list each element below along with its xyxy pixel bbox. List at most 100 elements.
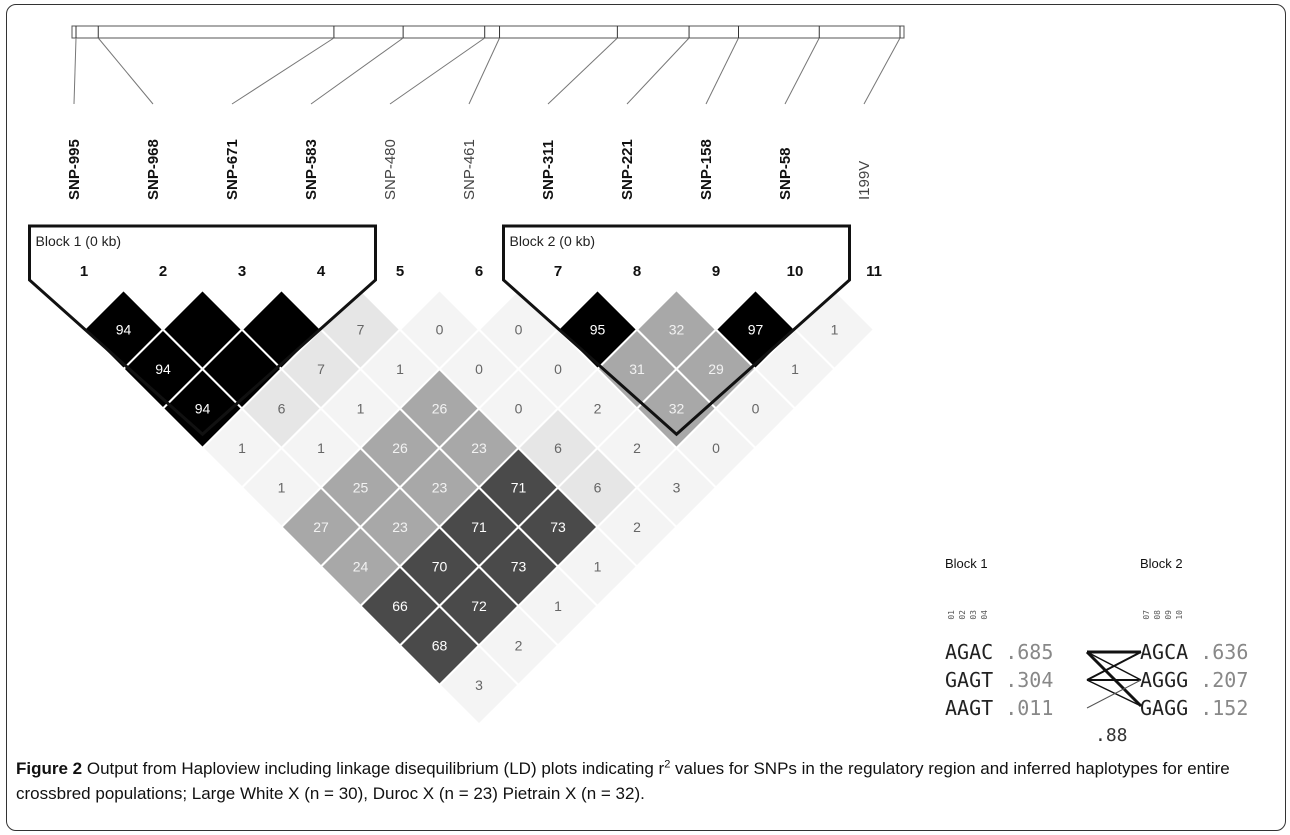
caption-label: Figure 2 [16, 759, 83, 778]
ld-cell-value: 0 [752, 401, 760, 417]
marker-number: 7 [554, 263, 562, 280]
snp-label: I199V [856, 161, 873, 200]
snp-map-connector [547, 37, 618, 105]
hap-block1-row: GAGT .304 [945, 668, 1054, 692]
snp-label: SNP-995 [66, 139, 83, 200]
snp-map-connector [310, 37, 404, 105]
ld-cell-value: 66 [392, 598, 408, 614]
ld-cell-value: 2 [515, 638, 523, 654]
hap-link [1086, 679, 1142, 707]
ld-cell-value: 23 [471, 440, 487, 456]
ld-block-outline [502, 224, 851, 437]
hap-marker-index: 01 [947, 610, 956, 620]
ld-block-outline [28, 224, 377, 437]
ld-cell-value: 1 [791, 361, 799, 377]
marker-number: 11 [866, 263, 882, 280]
ld-cell-value: 2 [594, 401, 602, 417]
hap-marker-index: 02 [958, 610, 967, 620]
ld-cell-value: 68 [432, 638, 448, 654]
hap-block2-row: AGGG .207 [1140, 668, 1249, 692]
hap-marker-index: 03 [969, 610, 978, 620]
ld-cell-value: 32 [669, 401, 685, 417]
snp-label: SNP-58 [777, 147, 794, 200]
hap-marker-index: 07 [1142, 610, 1151, 620]
ld-cell-value: 94 [155, 361, 171, 377]
ld-cell-value: 3 [475, 677, 483, 693]
figure-frame [6, 4, 1286, 831]
snp-map-connector [73, 37, 77, 105]
hap-link [1086, 679, 1142, 709]
hap-marker-index: 10 [1175, 610, 1184, 620]
snp-map-bar [71, 25, 905, 39]
caption-superscript: 2 [664, 758, 671, 771]
ld-cell-value: 0 [436, 322, 444, 338]
ld-cell-value: 27 [313, 519, 329, 535]
ld-cell-value: 6 [594, 480, 602, 496]
ld-cell-value: 24 [353, 559, 369, 575]
snp-label: SNP-583 [303, 139, 320, 200]
snp-label: SNP-311 [540, 140, 557, 200]
marker-number: 3 [238, 263, 246, 280]
snp-label: SNP-480 [382, 139, 399, 200]
marker-number: 1 [80, 263, 88, 280]
snp-label: SNP-671 [224, 139, 241, 200]
ld-cell-value: 72 [471, 598, 487, 614]
marker-number: 2 [159, 263, 167, 280]
ld-cell-value: 32 [669, 322, 685, 338]
ld-block-label: Block 2 (0 kb) [510, 233, 596, 249]
ld-cell-value: 0 [712, 440, 720, 456]
ld-cell-value: 0 [515, 401, 523, 417]
ld-cell-value: 6 [278, 401, 286, 417]
snp-map-connector [231, 37, 335, 105]
marker-number: 10 [787, 263, 804, 280]
ld-cell-value: 71 [511, 480, 527, 496]
ld-plot: SNP-995 SNP-968 SNP-671 SNP-583 SNP-480 SNP-4… [28, 25, 905, 726]
haplotype-connector-lines [1085, 650, 1143, 709]
ld-cell-value: 26 [392, 440, 408, 456]
ld-cell-value: 0 [515, 322, 523, 338]
snp-label: SNP-221 [619, 139, 636, 200]
hap-marker-index: 09 [1164, 610, 1173, 620]
ld-cell-value: 23 [432, 480, 448, 496]
hap-block2-title: Block 2 [1140, 556, 1183, 571]
ld-cell-value: 29 [708, 361, 724, 377]
snp-label: SNP-461 [461, 139, 478, 200]
marker-number: 8 [633, 263, 641, 280]
ld-cell-value: 6 [554, 440, 562, 456]
marker-number: 4 [317, 263, 326, 280]
ld-cell-value: 0 [554, 361, 562, 377]
ld-cell-value: 1 [278, 480, 286, 496]
multiallelic-d-prime: .88 [1095, 725, 1128, 746]
ld-cell-value: 23 [392, 519, 408, 535]
marker-number: 5 [396, 263, 404, 280]
snp-map-connector [784, 37, 820, 105]
ld-cell-value: 71 [471, 519, 487, 535]
snp-map-connector [97, 37, 154, 105]
ld-cell-value: 2 [633, 440, 641, 456]
ld-cell-value: 7 [317, 361, 325, 377]
ld-cell-value: 1 [396, 361, 404, 377]
marker-number: 9 [712, 263, 720, 280]
snp-label: SNP-158 [698, 139, 715, 200]
ld-cell-value: 0 [475, 361, 483, 377]
ld-cell-value: 94 [116, 322, 132, 338]
snp-map-connector [468, 37, 500, 105]
caption-text: Output from Haploview including linkage … [82, 759, 665, 778]
snp-label: SNP-968 [145, 139, 162, 200]
haplotype-panel: Block 1 Block 2 01 02 03 04 07 08 09 10 AGAC .… [945, 550, 1285, 800]
caption-text-continued: values for SNPs in the regulatory region… [16, 759, 1230, 803]
snp-map-connector [626, 37, 690, 105]
hap-block2-row: GAGG .152 [1140, 696, 1249, 720]
ld-cell-value: 73 [511, 559, 527, 575]
hap-marker-index: 08 [1153, 610, 1162, 620]
snp-map-connector [863, 37, 901, 105]
ld-cell-value: 3 [673, 480, 681, 496]
ld-cell-value: 1 [357, 401, 365, 417]
hap-block1-row: AAGT .011 [945, 696, 1054, 720]
ld-cell-value: 73 [550, 519, 566, 535]
ld-cell-value: 1 [831, 322, 839, 338]
ld-cell-value: 94 [195, 401, 211, 417]
snp-map-connector [705, 37, 739, 105]
ld-cell-value: 1 [554, 598, 562, 614]
ld-cell-value: 7 [357, 322, 365, 338]
